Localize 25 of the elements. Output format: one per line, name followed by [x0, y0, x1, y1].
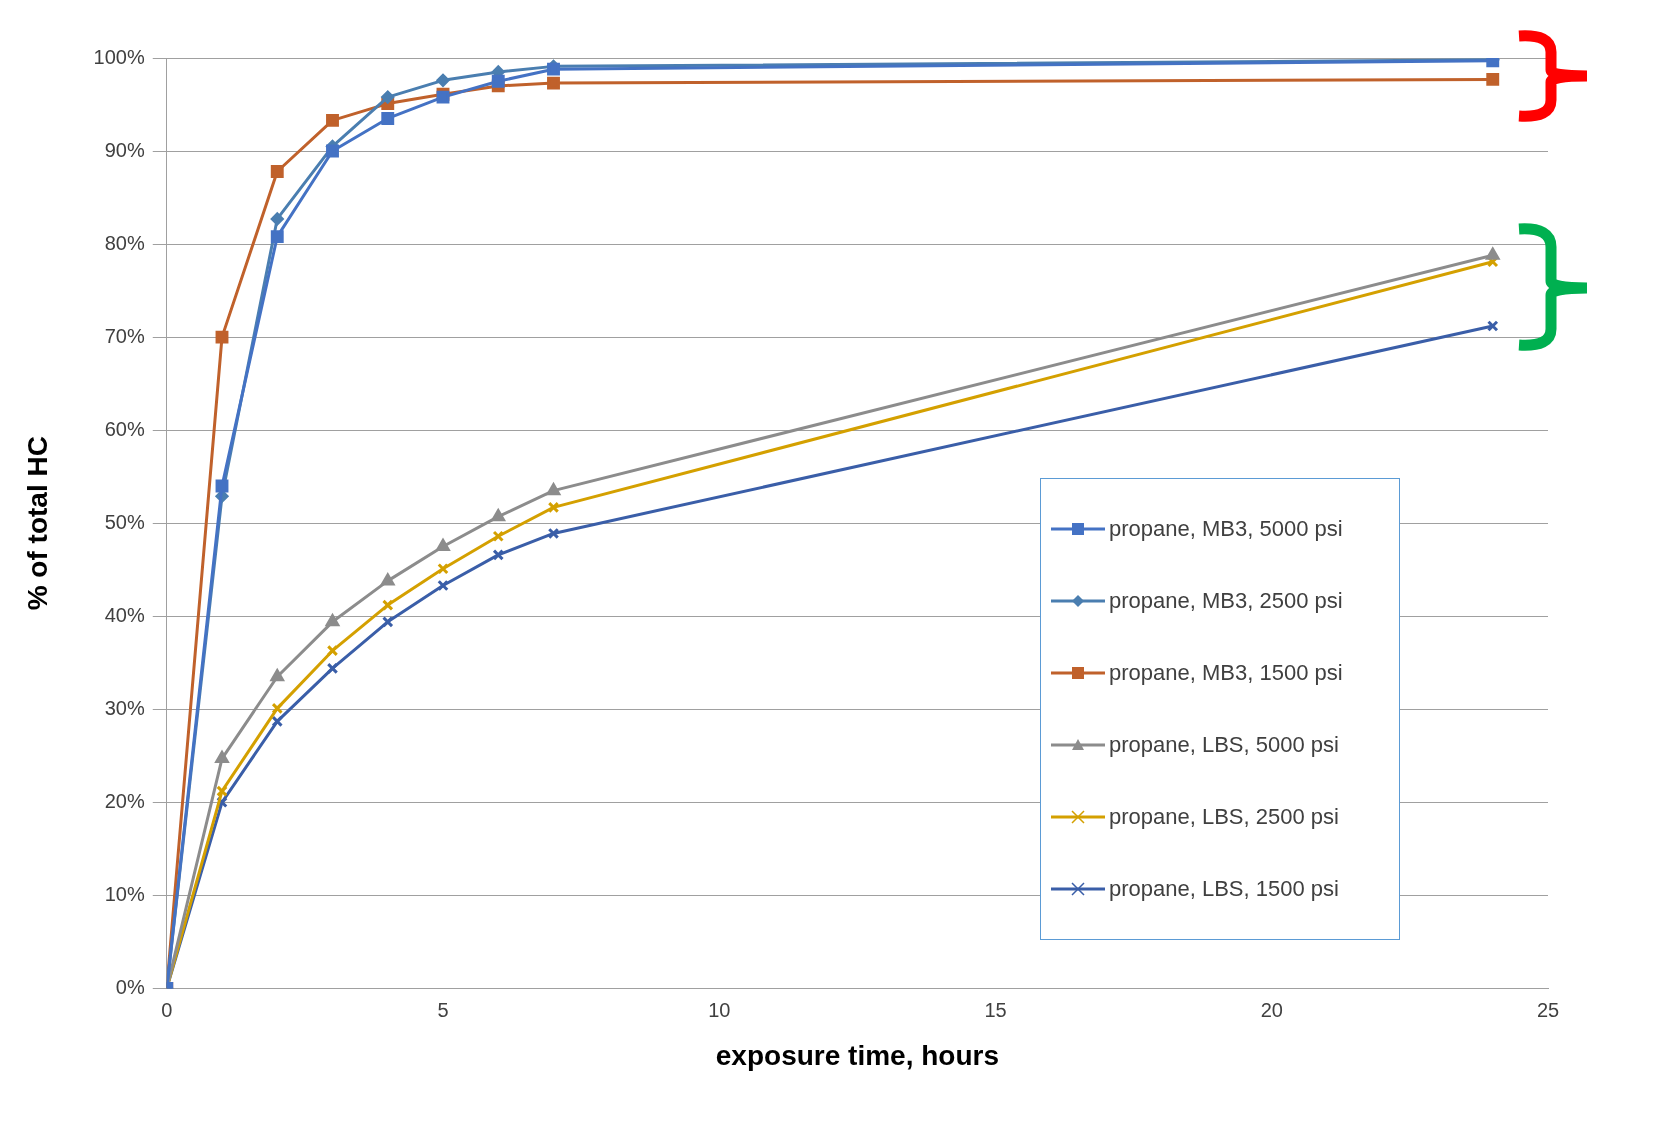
legend-label: propane, LBS, 1500 psi [1109, 876, 1339, 902]
x-tick-label: 5 [437, 998, 449, 1021]
x-tick-label: 15 [984, 998, 1007, 1021]
y-tick-label: 0% [115, 975, 145, 998]
y-tick-label: 30% [104, 696, 145, 719]
legend-label: propane, LBS, 5000 psi [1109, 732, 1339, 758]
x-tick-label: 10 [708, 998, 731, 1021]
legend-label: propane, MB3, 5000 psi [1109, 516, 1343, 542]
x-tick-label: 25 [1536, 998, 1560, 1021]
y-tick-label: 50% [104, 510, 145, 533]
y-tick-label: 40% [104, 603, 145, 626]
y-tick-label: 60% [104, 417, 145, 440]
legend-label: propane, LBS, 2500 psi [1109, 804, 1339, 830]
legend-label: propane, MB3, 1500 psi [1109, 660, 1343, 686]
x-tick-label: 20 [1260, 998, 1283, 1021]
legend-label: propane, MB3, 2500 psi [1109, 588, 1343, 614]
y-tick-label: 100% [93, 45, 145, 68]
y-tick-label: 80% [104, 231, 145, 254]
y-tick-label: 70% [104, 324, 145, 347]
x-axis-title: exposure time, hours [715, 1039, 999, 1071]
y-axis-title: % of total HC [21, 436, 53, 611]
y-tick-label: 90% [104, 138, 145, 161]
y-tick-label: 20% [104, 789, 145, 812]
y-tick-label: 10% [104, 882, 145, 905]
x-tick-label: 0 [161, 998, 173, 1021]
